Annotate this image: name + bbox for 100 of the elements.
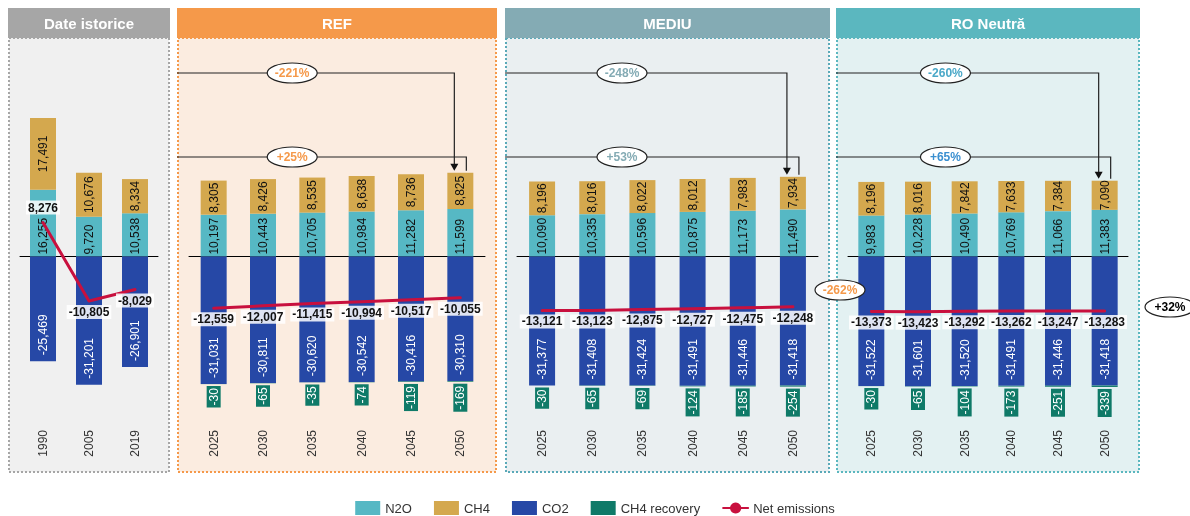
x-tick-label: 2019	[128, 429, 142, 457]
data-label: -10,805	[68, 304, 110, 319]
data-label: -185	[735, 390, 750, 415]
data-label: -10,517	[390, 303, 432, 318]
data-label: -8,029	[117, 293, 153, 308]
data-label: 10,335	[585, 217, 600, 255]
x-tick-label: 2050	[1097, 429, 1112, 457]
data-label: 11,599	[453, 218, 468, 255]
x-tick-label: 2050	[453, 429, 468, 457]
data-label: -35	[305, 386, 320, 404]
text: -260%	[928, 66, 964, 80]
data-label: -31,522	[864, 338, 879, 380]
x-tick-label: 2025	[206, 429, 221, 457]
chart-title: Date istorice	[43, 14, 135, 32]
data-label: 8,535	[305, 179, 320, 211]
data-label: 10,490	[957, 217, 972, 255]
x-tick-label: 2030	[256, 429, 270, 457]
data-label: 7,090	[1097, 179, 1112, 211]
x-tick-label: 2045	[1051, 429, 1065, 457]
data-label: 8,825	[453, 175, 468, 206]
data-label: -65	[911, 390, 925, 408]
data-label: 8,426	[256, 181, 270, 212]
data-label: -31,418	[1097, 338, 1112, 380]
x-tick-label: 2045	[735, 429, 750, 457]
data-label: 8,196	[864, 183, 879, 214]
x-tick-label: 2035	[305, 429, 320, 457]
text: +65%	[929, 150, 962, 164]
data-label: -30,811	[256, 336, 270, 378]
x-tick-label: 2030	[585, 429, 600, 457]
data-label: 9,720	[82, 224, 96, 255]
x-tick-label: 2030	[911, 429, 925, 457]
data-label: 8,016	[585, 182, 600, 213]
data-label: 10,984	[354, 217, 369, 255]
data-label: -30	[535, 389, 550, 407]
data-label: 10,676	[82, 176, 96, 214]
data-label: -30,620	[305, 335, 320, 377]
data-label: -12,727	[672, 312, 714, 327]
data-label: -13,121	[521, 314, 563, 329]
data-label: -31,418	[785, 338, 800, 380]
data-label: 11,282	[404, 218, 418, 255]
data-label: -30	[864, 389, 879, 408]
data-label: 11,173	[735, 218, 750, 255]
data-label: -31,377	[535, 338, 550, 380]
data-label: -13,423	[897, 315, 939, 330]
text: +32%	[1154, 300, 1186, 314]
data-label: -169	[453, 385, 468, 410]
data-label: -10,994	[341, 305, 383, 320]
x-tick-label: 2040	[354, 429, 369, 457]
data-label: -31,031	[206, 336, 221, 378]
chart-title: MEDIU	[643, 14, 692, 32]
data-label: -254	[785, 390, 800, 415]
x-tick-label: 2035	[635, 429, 650, 457]
data-label: -31,408	[585, 338, 600, 380]
data-label: 10,596	[635, 217, 650, 255]
data-label: 8,736	[404, 176, 418, 208]
data-label: -65	[585, 389, 600, 408]
x-tick-label: 2025	[535, 429, 550, 457]
data-label: -13,292	[944, 315, 986, 330]
data-label: -30,542	[354, 334, 369, 376]
data-label: 10,228	[911, 217, 925, 255]
data-label: 7,633	[1004, 181, 1019, 212]
x-tick-label: 2035	[957, 429, 972, 457]
x-tick-label: 2040	[685, 429, 700, 457]
data-label: 8,305	[206, 182, 221, 213]
x-tick-label: 2045	[404, 429, 418, 457]
data-label: 8,196	[535, 182, 550, 214]
data-label: 8,022	[635, 181, 650, 212]
data-label: 8,016	[911, 182, 925, 214]
data-label: -31,446	[1051, 338, 1065, 380]
data-label: -25,469	[36, 314, 50, 356]
data-label: 7,842	[957, 182, 972, 213]
data-label: -13,247	[1037, 314, 1079, 329]
data-label: 9,983	[864, 224, 879, 255]
data-label: -13,283	[1084, 315, 1126, 330]
data-label: -26,901	[128, 320, 142, 362]
text: -221%	[274, 66, 310, 80]
x-tick-label: 2005	[82, 429, 96, 457]
data-label: -251	[1051, 390, 1065, 415]
data-label: -31,491	[685, 338, 700, 380]
x-tick-label: 2040	[1004, 429, 1019, 457]
data-label: -12,007	[242, 309, 284, 324]
legend-label: CO2	[541, 500, 569, 516]
data-label: 7,983	[735, 178, 750, 210]
data-label: 10,443	[256, 217, 270, 255]
data-label: -31,446	[735, 338, 750, 380]
x-tick-label: 2050	[785, 429, 800, 457]
data-label: -31,601	[911, 339, 925, 381]
data-label: 11,383	[1097, 218, 1112, 255]
data-label: -12,475	[722, 311, 764, 326]
legend-label: N2O	[385, 500, 412, 516]
data-label: -74	[354, 385, 369, 404]
data-label: 11,066	[1051, 218, 1065, 255]
chart-title: REF	[322, 14, 352, 32]
text: -248%	[604, 66, 640, 80]
data-label: -13,373	[850, 315, 893, 330]
data-label: -173	[1004, 390, 1019, 415]
data-label: -11,415	[292, 307, 333, 322]
data-label: 7,934	[785, 177, 800, 209]
data-label: 10,197	[206, 217, 221, 255]
legend-label: CH4 recovery	[620, 500, 701, 516]
